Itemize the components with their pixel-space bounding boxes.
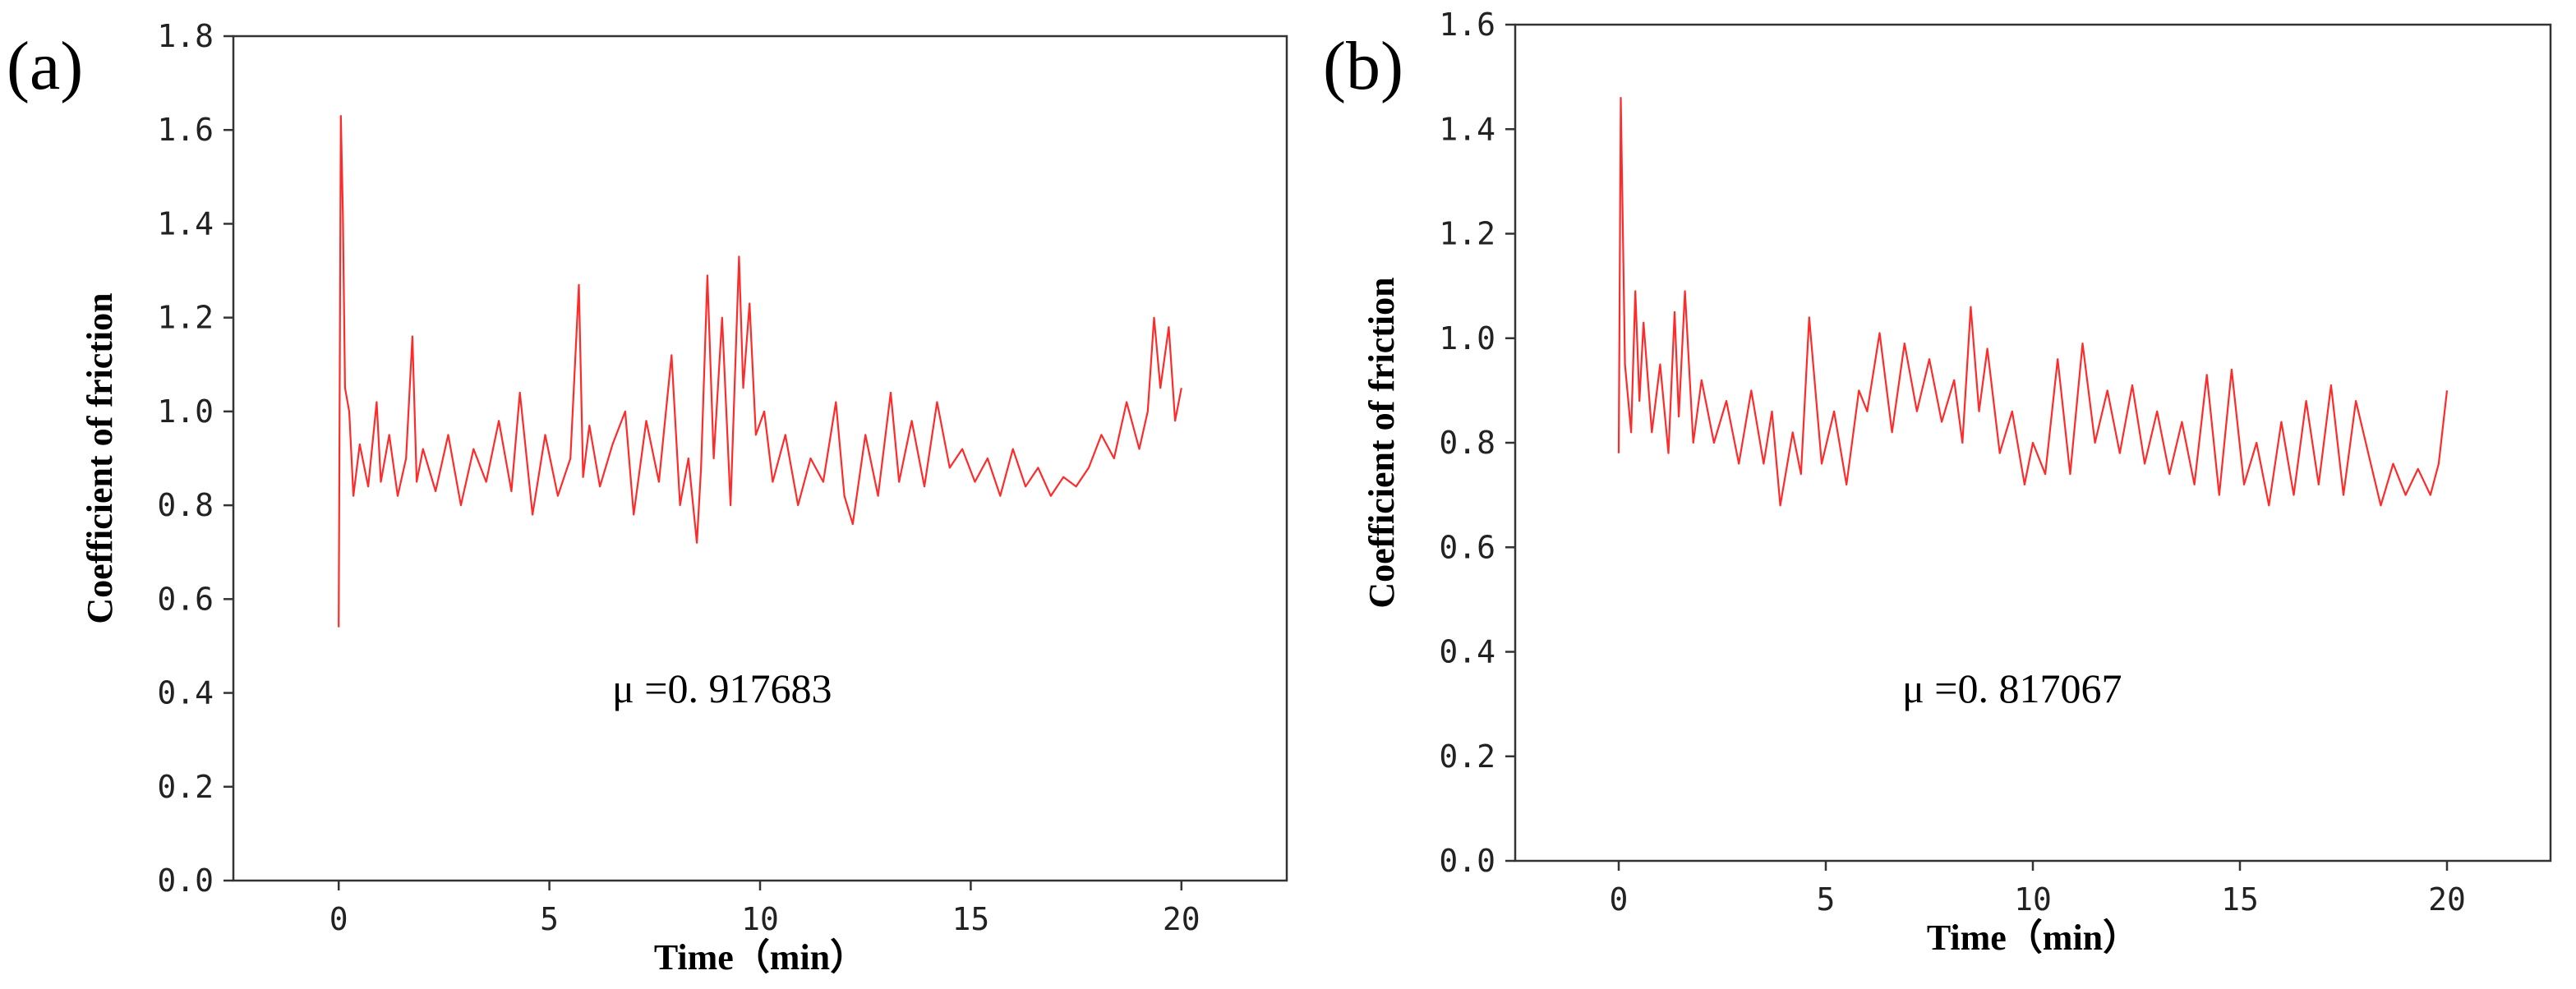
y-tick-label: 0.6 [157, 581, 214, 617]
x-axis-title: Time（min） [1927, 918, 2139, 958]
x-tick-label: 0 [329, 901, 348, 937]
x-tick-label: 20 [1163, 901, 1200, 937]
x-tick-label: 15 [2221, 881, 2259, 918]
mean-friction-annotation-b: μ =0. 817067 [1902, 665, 2122, 711]
mean-friction-annotation-a: μ =0. 917683 [612, 665, 832, 711]
plot-frame [232, 34, 1288, 882]
y-tick-label: 0.4 [1439, 634, 1495, 670]
y-tick-label: 1.2 [157, 300, 214, 336]
y-tick-label: 1.0 [157, 393, 214, 430]
y-tick-label: 0.0 [1439, 843, 1495, 879]
x-tick-label: 15 [952, 901, 990, 937]
y-tick-label: 0.4 [157, 675, 214, 711]
x-tick-label: 5 [540, 901, 559, 937]
x-tick-label: 20 [2428, 881, 2466, 918]
y-tick-label: 1.4 [157, 205, 214, 242]
y-tick-label: 0.2 [1439, 738, 1495, 775]
x-tick-label: 10 [741, 901, 779, 937]
y-tick-label: 0.6 [1439, 529, 1495, 565]
y-tick-label: 1.2 [1439, 216, 1495, 252]
y-tick-label: 1.6 [1439, 7, 1495, 43]
y-axis-title: Coefficient of friction [80, 292, 120, 623]
x-axis-title: Time（min） [654, 937, 866, 978]
y-axis-title: Coefficient of friction [1362, 277, 1402, 608]
x-tick-label: 5 [1817, 881, 1836, 918]
y-tick-label: 0.8 [157, 487, 214, 523]
friction-series-line [1617, 96, 2449, 507]
panel-label-b: (b) [1323, 28, 1403, 104]
panel-label-a: (a) [7, 28, 83, 104]
y-tick-label: 1.8 [157, 18, 214, 54]
panel-a: (a) μ =0. 917683 0.0 0.2 0.4 0.6 0.8 1.0 1.2 1.… [7, 18, 1288, 978]
panel-b: (b) μ =0. 817067 0.0 0.2 0.4 0.6 0.8 1.0 1.2 1.… [1323, 7, 2552, 958]
y-tick-label: 1.6 [157, 112, 214, 148]
x-tick-label: 0 [1610, 881, 1629, 918]
y-tick-label: 1.0 [1439, 320, 1495, 356]
y-tick-label: 0.2 [157, 769, 214, 805]
y-tick-label: 0.8 [1439, 425, 1495, 461]
y-tick-label: 1.4 [1439, 111, 1495, 147]
y-tick-label: 0.0 [157, 862, 214, 899]
friction-series-line [338, 115, 1182, 628]
x-tick-label: 10 [2014, 881, 2052, 918]
